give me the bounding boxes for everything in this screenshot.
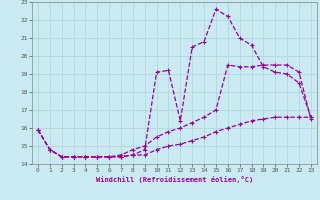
X-axis label: Windchill (Refroidissement éolien,°C): Windchill (Refroidissement éolien,°C) [96,176,253,183]
